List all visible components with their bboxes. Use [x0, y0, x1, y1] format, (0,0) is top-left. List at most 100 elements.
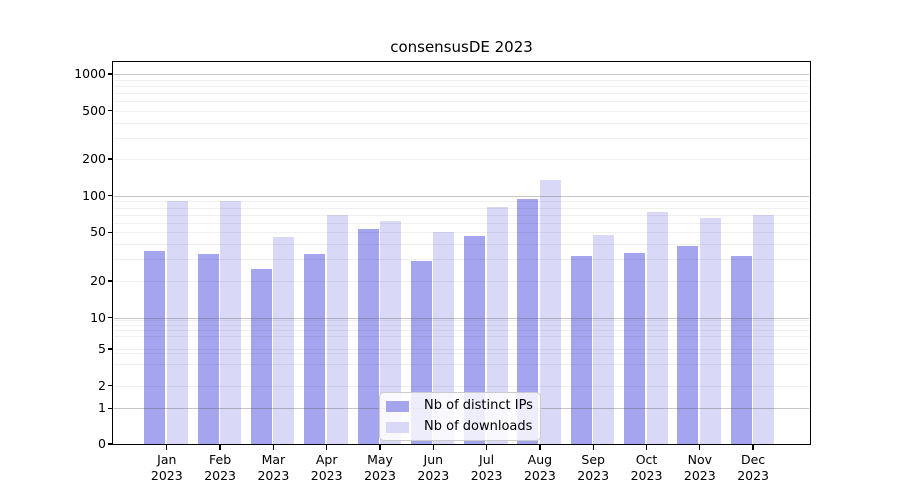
x-tick-mark [699, 445, 701, 450]
bar-distinct-ips-jul [464, 235, 486, 444]
x-tick-year: 2023 [630, 467, 663, 483]
y-tick-label: 10 [90, 309, 106, 325]
x-tick-label: Jan 2023 [137, 452, 197, 483]
bar-distinct-ips-sep [570, 256, 592, 444]
x-tick-year: 2023 [417, 467, 450, 483]
bar-downloads-jun [433, 232, 455, 444]
bar-distinct-ips-may [357, 229, 379, 444]
legend-label-distinct-ips: Nb of distinct IPs [424, 398, 533, 413]
minor-gridline [114, 92, 809, 94]
bar-downloads-sep [593, 234, 615, 444]
x-tick-year: 2023 [310, 467, 343, 483]
y-tick-mark [108, 348, 113, 350]
bar-downloads-nov [699, 217, 721, 444]
minor-gridline [114, 207, 809, 209]
x-tick-label: Feb 2023 [190, 452, 250, 483]
bar-downloads-jul [486, 206, 508, 444]
legend: Nb of distinct IPs Nb of downloads [379, 392, 541, 441]
y-tick-label: 1000 [74, 66, 106, 82]
minor-gridline [114, 159, 809, 161]
x-tick-label: Jul 2023 [457, 452, 517, 483]
bar-downloads-apr [326, 214, 348, 444]
bar-downloads-feb [220, 201, 242, 444]
x-tick-mark [219, 445, 221, 450]
x-tick-mark [539, 445, 541, 450]
minor-gridline [114, 336, 809, 338]
y-tick-mark [108, 385, 113, 387]
minor-gridline [114, 222, 809, 224]
bar-downloads-aug [539, 179, 561, 444]
minor-gridline [114, 324, 809, 326]
minor-gridline [114, 280, 809, 282]
x-tick-year: 2023 [683, 467, 716, 483]
x-tick-month: Nov [687, 452, 712, 467]
minor-gridline [114, 352, 809, 354]
x-tick-label: Oct 2023 [617, 452, 677, 483]
minor-gridline [114, 137, 809, 139]
minor-gridline [114, 330, 809, 332]
x-tick-mark [166, 445, 168, 450]
x-tick-label: Mar 2023 [243, 452, 303, 483]
bar-downloads-oct [646, 211, 668, 444]
x-tick-month: Jul [479, 452, 495, 467]
legend-entry-distinct-ips: Nb of distinct IPs [386, 398, 533, 414]
y-tick-mark [108, 195, 113, 197]
minor-gridline [114, 349, 809, 350]
x-tick-month: Dec [740, 452, 766, 467]
legend-entry-downloads: Nb of downloads [386, 419, 533, 435]
minor-gridline [114, 214, 809, 216]
x-tick-label: Dec 2023 [723, 452, 783, 483]
bar-distinct-ips-nov [677, 245, 699, 444]
x-tick-label: Sep 2023 [563, 452, 623, 483]
bar-distinct-ips-jan [144, 251, 166, 444]
bar-downloads-jan [166, 201, 188, 444]
x-tick-month: Oct [635, 452, 658, 467]
y-tick-label: 20 [90, 272, 106, 288]
x-tick-year: 2023 [470, 467, 503, 483]
x-tick-year: 2023 [204, 467, 236, 483]
x-tick-mark [272, 445, 275, 450]
x-tick-label: Aug 2023 [510, 452, 570, 483]
x-tick-year: 2023 [577, 467, 610, 483]
x-tick-year: 2023 [150, 467, 183, 483]
y-tick-label: 50 [90, 224, 106, 240]
chart-title: consensusDE 2023 [390, 38, 533, 56]
y-tick-mark [108, 231, 113, 234]
y-tick-label: 5 [98, 341, 106, 356]
y-tick-mark [108, 443, 113, 445]
major-gridline [114, 317, 809, 319]
y-tick-mark [108, 316, 113, 319]
bar-distinct-ips-feb [197, 254, 219, 444]
x-tick-year: 2023 [737, 467, 769, 483]
x-tick-mark [379, 445, 381, 450]
y-tick-label: 500 [82, 102, 106, 118]
x-tick-mark [432, 445, 434, 450]
y-tick-label: 100 [82, 187, 106, 203]
bar-distinct-ips-oct [624, 252, 645, 444]
y-tick-label: 0 [98, 436, 106, 451]
minor-gridline [114, 79, 809, 81]
x-tick-label: May 2023 [350, 452, 410, 483]
minor-gridline [114, 101, 809, 103]
x-tick-month: Mar [261, 452, 286, 467]
y-tick-mark [108, 280, 113, 282]
bar-distinct-ips-apr [304, 254, 326, 444]
x-tick-mark [645, 445, 648, 450]
x-tick-year: 2023 [523, 467, 556, 483]
bar-distinct-ips-dec [730, 256, 752, 444]
x-tick-label: Nov 2023 [670, 452, 730, 483]
x-tick-label: Jun 2023 [403, 452, 463, 483]
bar-downloads-may [380, 221, 401, 444]
minor-gridline [114, 232, 809, 234]
minor-gridline [114, 122, 809, 124]
bar-downloads-mar [273, 236, 295, 444]
bar-distinct-ips-aug [517, 199, 539, 444]
major-gridline [114, 74, 809, 76]
x-tick-label: Apr 2023 [297, 452, 357, 483]
x-tick-month: Apr [315, 452, 338, 467]
minor-gridline [114, 244, 809, 246]
bar-distinct-ips-mar [250, 269, 272, 444]
x-tick-mark [326, 445, 328, 450]
minor-gridline [114, 85, 809, 87]
minor-gridline [114, 364, 809, 366]
